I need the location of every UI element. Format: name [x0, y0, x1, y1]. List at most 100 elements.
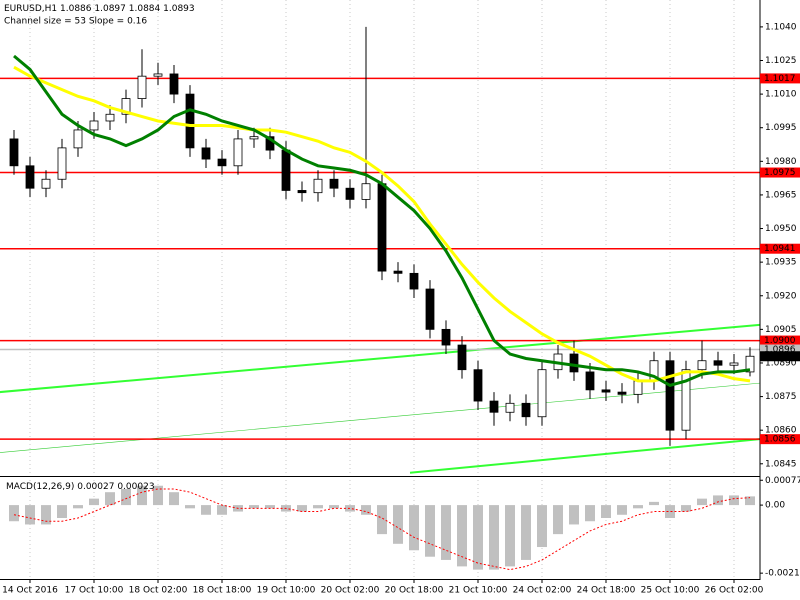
macd-bar [569, 505, 579, 525]
level-label: 1.0896 [764, 345, 796, 355]
high-price: 1.0897 [94, 4, 126, 14]
macd-bar [169, 492, 179, 506]
candle-body [665, 360, 675, 431]
label-layer: 1.10171.09751.09411.09001.08961.08561.08… [760, 73, 800, 445]
level-label: 1.0941 [764, 244, 796, 254]
candle-body [633, 380, 643, 395]
macd-value: 0.00027 [77, 482, 114, 492]
candle-body [409, 272, 419, 290]
candle-body [425, 288, 435, 330]
y-tick-label: 1.0950 [765, 224, 797, 234]
macd-bar [361, 505, 371, 515]
candle-body [41, 178, 51, 189]
macd-bar [745, 496, 755, 506]
moving-average [13, 54, 751, 387]
candle-body [217, 158, 227, 167]
candle-body [601, 389, 611, 393]
x-tick-label: 26 Oct 02:00 [705, 586, 764, 596]
x-tick-label: 24 Oct 18:00 [577, 586, 636, 596]
macd-bar [217, 505, 227, 515]
macd-bar [345, 505, 355, 512]
y-tick-label: 0.00 [765, 501, 785, 511]
y-tick-label: 1.0935 [765, 258, 797, 268]
macd-bar [553, 505, 563, 535]
macd-bar [41, 505, 51, 525]
y-tick-label: 1.0965 [765, 190, 797, 200]
macd-title: MACD(12,26,9) [6, 482, 74, 492]
macd-bar [441, 505, 451, 560]
macd-bar [537, 505, 547, 548]
macd-bar [89, 498, 99, 506]
y-tick-label: 1.0995 [765, 123, 797, 133]
macd-bar [425, 505, 435, 557]
candle-body [441, 328, 451, 346]
candle-body [537, 369, 547, 418]
moving-average [13, 65, 751, 383]
last-price-tag [760, 351, 800, 362]
macd-bar [633, 505, 643, 509]
candle-body [361, 183, 371, 200]
macd-bar [185, 505, 195, 509]
level-tag [760, 335, 800, 346]
x-tick-label: 21 Oct 10:00 [449, 586, 508, 596]
macd-bar [697, 498, 707, 506]
macd-bar [73, 505, 83, 509]
level-tag [760, 73, 800, 84]
macd-bar [153, 485, 163, 506]
channel-info: Channel size = 53 Slope = 0.16 [4, 17, 147, 27]
candle-body [185, 93, 195, 149]
macd-bar [121, 488, 131, 506]
x-tick-label: 25 Oct 10:00 [641, 586, 700, 596]
close-price: 1.0893 [163, 4, 195, 14]
candle-body [233, 138, 243, 167]
y-tick-label: 1.0860 [765, 426, 797, 436]
x-tick-label: 24 Oct 02:00 [513, 586, 572, 596]
candle-body [377, 183, 387, 272]
y-tick-label: 0.00077 [765, 476, 800, 486]
candle-body [489, 400, 499, 413]
x-tick-label: 14 Oct 2016 [2, 586, 58, 596]
macd-bar [409, 505, 419, 551]
candle-body [617, 391, 627, 395]
x-tick-label: 19 Oct 10:00 [257, 586, 316, 596]
level-tag [760, 344, 800, 355]
macd-bar [505, 505, 515, 567]
macd-bar [585, 505, 595, 522]
y-tick-label: 1.0980 [765, 157, 797, 167]
level-label: 1.1017 [764, 74, 796, 84]
y-tick-label: 1.0845 [765, 459, 797, 469]
candle-body [281, 149, 291, 191]
candle-body [473, 369, 483, 402]
candle-body [569, 353, 579, 373]
y-tick-label: 1.0875 [765, 392, 797, 402]
macd-bar [617, 505, 627, 515]
y-tick-label: 1.1025 [765, 56, 797, 66]
trend-line [0, 382, 760, 453]
candle-body [137, 75, 147, 99]
candle-body [521, 402, 531, 418]
candle-body [105, 113, 115, 122]
last-price-label: 1.0893 [764, 352, 796, 362]
candle-body [729, 362, 739, 366]
candle-body [713, 360, 723, 366]
candle-body [505, 402, 515, 413]
trend-line [409, 438, 760, 474]
level-label: 1.0975 [764, 168, 796, 178]
macd-bar [457, 505, 467, 567]
macd-bar [649, 501, 659, 506]
macd-bar [393, 505, 403, 544]
symbol: EURUSD,H1 [4, 4, 57, 14]
macd-header: MACD(12,26,9) 0.00027 0.00023 [6, 482, 155, 492]
macd-bar [25, 505, 35, 525]
candle-body [201, 147, 211, 160]
level-tag [760, 243, 800, 254]
macd-bar [601, 505, 611, 518]
open-price: 1.0886 [60, 4, 92, 14]
candle-body [681, 369, 691, 431]
candle-body [313, 178, 323, 194]
y-tick-label: 1.0920 [765, 291, 797, 301]
macd-bar [137, 485, 147, 506]
